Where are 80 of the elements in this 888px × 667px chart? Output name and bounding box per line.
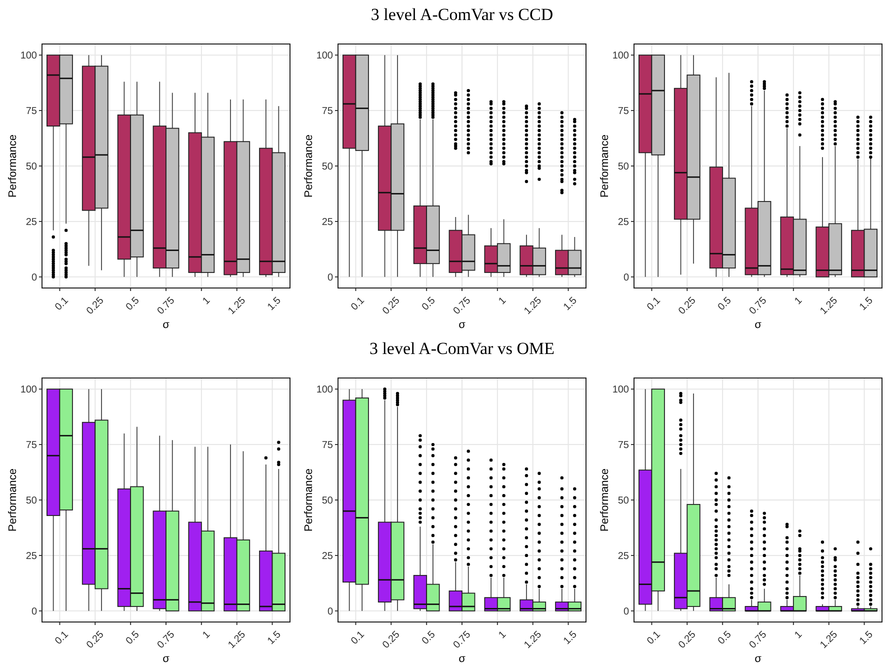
- x-tick-label: 0.1: [349, 294, 368, 313]
- y-tick-label: 0: [327, 272, 334, 284]
- x-tick-label: 0.5: [716, 294, 734, 313]
- x-tick-label: 0.25: [84, 628, 107, 651]
- x-axis-title: σ: [754, 653, 762, 665]
- x-tick-label: 1.5: [858, 294, 876, 313]
- y-axis-title: Performance: [303, 134, 315, 198]
- y-tick-label: 50: [322, 162, 334, 172]
- y-axis-title: Performance: [7, 468, 19, 532]
- x-tick-label: 0.25: [676, 294, 699, 317]
- y-tick-label: 100: [20, 50, 38, 62]
- y-tick-label: 75: [322, 106, 334, 118]
- x-tick-label: 0.5: [420, 294, 438, 313]
- x-axis-title: σ: [162, 653, 170, 665]
- y-tick-label: 75: [26, 440, 38, 452]
- y-tick-label: 75: [618, 106, 630, 118]
- x-tick-label: 0.1: [53, 294, 72, 313]
- x-tick-label: 0.1: [349, 628, 368, 647]
- x-tick-label: 1: [200, 628, 213, 642]
- x-tick-label: 1: [792, 628, 805, 642]
- x-tick-label: 1.5: [562, 294, 580, 313]
- y-tick-label: 50: [618, 496, 630, 506]
- y-tick-label: 25: [322, 550, 334, 562]
- x-tick-label: 0.5: [124, 294, 142, 313]
- x-tick-label: 0.75: [156, 628, 178, 651]
- x-tick-label: 0.75: [748, 294, 770, 317]
- y-tick-label: 0: [623, 606, 630, 618]
- y-axis-title: Performance: [599, 468, 611, 532]
- y-axis-title: Performance: [303, 468, 315, 532]
- x-tick-label: 0.5: [716, 628, 734, 647]
- x-tick-label: 0.25: [84, 294, 107, 317]
- x-tick-label: 0.25: [380, 628, 403, 651]
- x-tick-label: 0.75: [748, 628, 770, 651]
- chart-title: 3 level A-ComVar vs CCD: [370, 5, 554, 24]
- y-tick-label: 25: [618, 550, 630, 562]
- x-axis-title: σ: [458, 319, 466, 331]
- x-tick-label: 0.1: [645, 294, 664, 313]
- x-tick-label: 0.1: [53, 628, 72, 647]
- y-tick-label: 100: [612, 384, 630, 396]
- x-tick-label: 0.75: [156, 294, 178, 317]
- y-axis-title: Performance: [7, 134, 19, 198]
- x-tick-label: 0.5: [420, 628, 438, 647]
- y-tick-label: 100: [612, 50, 630, 62]
- y-tick-label: 75: [322, 440, 334, 452]
- x-tick-label: 0.5: [124, 628, 142, 647]
- x-tick-label: 0.25: [380, 294, 403, 317]
- x-axis-title: σ: [458, 653, 466, 665]
- x-tick-label: 1: [200, 294, 213, 308]
- x-tick-label: 1.5: [266, 294, 284, 313]
- x-tick-label: 0.25: [676, 628, 699, 651]
- y-tick-label: 25: [618, 216, 630, 228]
- y-tick-label: 0: [327, 606, 334, 618]
- y-tick-label: 0: [31, 272, 38, 284]
- y-tick-label: 100: [316, 50, 334, 62]
- x-tick-label: 1: [792, 294, 805, 308]
- y-tick-label: 75: [26, 106, 38, 118]
- y-tick-label: 0: [623, 272, 630, 284]
- chart-title: 3 level A-ComVar vs OME: [369, 339, 555, 358]
- y-tick-label: 25: [26, 216, 38, 228]
- y-tick-label: 0: [31, 606, 38, 618]
- y-tick-label: 50: [618, 162, 630, 172]
- y-tick-label: 50: [26, 496, 38, 506]
- x-tick-label: 0.75: [452, 628, 474, 651]
- x-tick-label: 0.75: [452, 294, 474, 317]
- x-axis-title: σ: [162, 319, 170, 331]
- y-tick-label: 25: [322, 216, 334, 228]
- x-tick-label: 1: [496, 628, 509, 642]
- y-axis-title: Performance: [599, 134, 611, 198]
- x-tick-label: 1.5: [266, 628, 284, 647]
- x-tick-label: 1: [496, 294, 509, 308]
- x-tick-label: 0.1: [645, 628, 664, 647]
- y-tick-label: 75: [618, 440, 630, 452]
- y-tick-label: 25: [26, 550, 38, 562]
- x-tick-label: 1.5: [562, 628, 580, 647]
- y-tick-label: 50: [322, 496, 334, 506]
- y-tick-label: 100: [316, 384, 334, 396]
- x-tick-label: 1.5: [858, 628, 876, 647]
- x-axis-title: σ: [754, 319, 762, 331]
- y-tick-label: 50: [26, 162, 38, 172]
- y-tick-label: 100: [20, 384, 38, 396]
